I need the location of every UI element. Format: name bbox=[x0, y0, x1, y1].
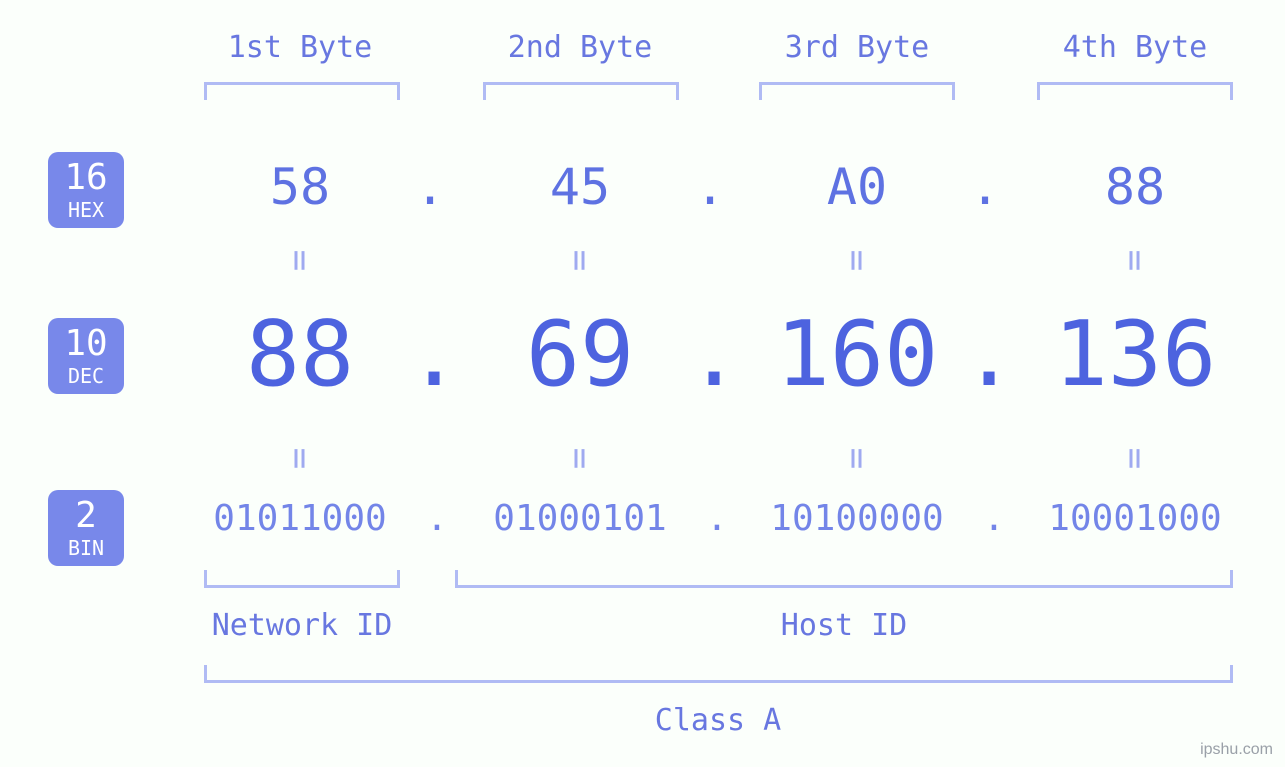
top-bracket-1 bbox=[204, 82, 400, 100]
byte-label-2: 2nd Byte bbox=[500, 30, 660, 65]
eq-1-1: = bbox=[280, 243, 321, 279]
dec-byte-2: 69 bbox=[470, 302, 690, 407]
top-bracket-2 bbox=[483, 82, 679, 100]
label-network-id: Network ID bbox=[202, 608, 402, 643]
hex-byte-2: 45 bbox=[500, 158, 660, 216]
bin-dot-2: . bbox=[702, 498, 732, 539]
hex-dot-1: . bbox=[410, 158, 450, 216]
badge-dec: 10 DEC bbox=[48, 318, 124, 394]
dec-byte-1: 88 bbox=[190, 302, 410, 407]
bin-dot-1: . bbox=[422, 498, 452, 539]
hex-dot-2: . bbox=[690, 158, 730, 216]
label-host-id: Host ID bbox=[744, 608, 944, 643]
eq-2-3: = bbox=[837, 441, 878, 477]
dec-dot-3: . bbox=[962, 302, 1008, 407]
badge-hex-txt: HEX bbox=[48, 198, 124, 222]
watermark: ipshu.com bbox=[1200, 741, 1273, 759]
badge-bin-num: 2 bbox=[48, 498, 124, 534]
ip-diagram: 1st Byte 2nd Byte 3rd Byte 4th Byte 16 H… bbox=[0, 0, 1285, 767]
hex-byte-4: 88 bbox=[1055, 158, 1215, 216]
eq-2-4: = bbox=[1115, 441, 1156, 477]
byte-label-1: 1st Byte bbox=[220, 30, 380, 65]
top-bracket-4 bbox=[1037, 82, 1233, 100]
bin-byte-2: 01000101 bbox=[460, 498, 700, 539]
eq-1-3: = bbox=[837, 243, 878, 279]
dec-dot-1: . bbox=[407, 302, 453, 407]
byte-label-4: 4th Byte bbox=[1055, 30, 1215, 65]
bracket-class bbox=[204, 665, 1233, 683]
badge-bin-txt: BIN bbox=[48, 536, 124, 560]
dec-byte-3: 160 bbox=[747, 302, 967, 407]
hex-byte-3: A0 bbox=[777, 158, 937, 216]
eq-2-2: = bbox=[560, 441, 601, 477]
dec-byte-4: 136 bbox=[1025, 302, 1245, 407]
dec-dot-2: . bbox=[687, 302, 733, 407]
badge-hex: 16 HEX bbox=[48, 152, 124, 228]
hex-byte-1: 58 bbox=[220, 158, 380, 216]
eq-1-4: = bbox=[1115, 243, 1156, 279]
eq-1-2: = bbox=[560, 243, 601, 279]
badge-hex-num: 16 bbox=[48, 160, 124, 196]
bin-dot-3: . bbox=[979, 498, 1009, 539]
label-class: Class A bbox=[618, 703, 818, 738]
hex-dot-3: . bbox=[965, 158, 1005, 216]
bin-byte-3: 10100000 bbox=[737, 498, 977, 539]
eq-2-1: = bbox=[280, 441, 321, 477]
bin-byte-1: 01011000 bbox=[180, 498, 420, 539]
badge-dec-num: 10 bbox=[48, 326, 124, 362]
byte-label-3: 3rd Byte bbox=[777, 30, 937, 65]
bracket-network-id bbox=[204, 570, 400, 588]
bracket-host-id bbox=[455, 570, 1233, 588]
top-bracket-3 bbox=[759, 82, 955, 100]
bin-byte-4: 10001000 bbox=[1015, 498, 1255, 539]
badge-bin: 2 BIN bbox=[48, 490, 124, 566]
badge-dec-txt: DEC bbox=[48, 364, 124, 388]
